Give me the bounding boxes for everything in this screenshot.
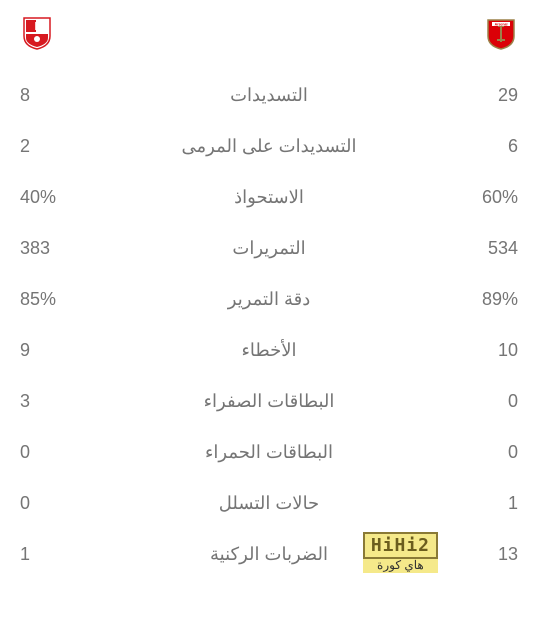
stat-value-left: 9: [20, 340, 100, 361]
stat-value-right: 6: [438, 136, 518, 157]
stat-value-left: 383: [20, 238, 100, 259]
stat-label: التسديدات على المرمى: [100, 136, 438, 157]
stat-value-right: 10: [438, 340, 518, 361]
stat-row: 383التمريرات534: [20, 223, 518, 274]
stat-value-left: 3: [20, 391, 100, 412]
stat-row: 9الأخطاء10: [20, 325, 518, 376]
stat-label: التسديدات: [100, 85, 438, 106]
stat-label: الضربات الركنية: [100, 544, 438, 565]
stat-row: 3البطاقات الصفراء0: [20, 376, 518, 427]
stat-value-right: 1: [438, 493, 518, 514]
stat-row: 40%الاستحواذ60%: [20, 172, 518, 223]
stat-row: 8التسديدات29: [20, 70, 518, 121]
stat-value-left: 40%: [20, 187, 100, 208]
stat-value-left: 85%: [20, 289, 100, 310]
stat-row: 0البطاقات الحمراء0: [20, 427, 518, 478]
stats-list: 8التسديدات292التسديدات على المرمى640%الا…: [20, 70, 518, 580]
stat-value-right: 0: [438, 442, 518, 463]
stat-label: البطاقات الحمراء: [100, 442, 438, 463]
stat-value-right: 13: [438, 544, 518, 565]
stat-label: التمريرات: [100, 238, 438, 259]
stat-value-left: 0: [20, 442, 100, 463]
stat-value-left: 8: [20, 85, 100, 106]
svg-text:Arsenal: Arsenal: [495, 23, 508, 27]
stat-label: الأخطاء: [100, 340, 438, 361]
stat-row: 1الضربات الركنية13: [20, 529, 518, 580]
team-crests-header: Arsenal: [20, 10, 518, 70]
southampton-crest: [20, 16, 54, 50]
stat-value-right: 534: [438, 238, 518, 259]
stat-label: الاستحواذ: [100, 187, 438, 208]
stat-value-right: 60%: [438, 187, 518, 208]
stat-label: دقة التمرير: [100, 289, 438, 310]
stat-row: 85%دقة التمرير89%: [20, 274, 518, 325]
stat-value-left: 2: [20, 136, 100, 157]
stat-value-right: 0: [438, 391, 518, 412]
stat-value-right: 29: [438, 85, 518, 106]
stat-value-left: 0: [20, 493, 100, 514]
stat-value-left: 1: [20, 544, 100, 565]
match-stats-container: Arsenal 8التسديدات292التسديدات على المرم…: [0, 0, 538, 590]
stat-row: 2التسديدات على المرمى6: [20, 121, 518, 172]
stat-row: 0حالات التسلل1: [20, 478, 518, 529]
stat-label: البطاقات الصفراء: [100, 391, 438, 412]
arsenal-crest: Arsenal: [484, 16, 518, 50]
stat-label: حالات التسلل: [100, 493, 438, 514]
stat-value-right: 89%: [438, 289, 518, 310]
